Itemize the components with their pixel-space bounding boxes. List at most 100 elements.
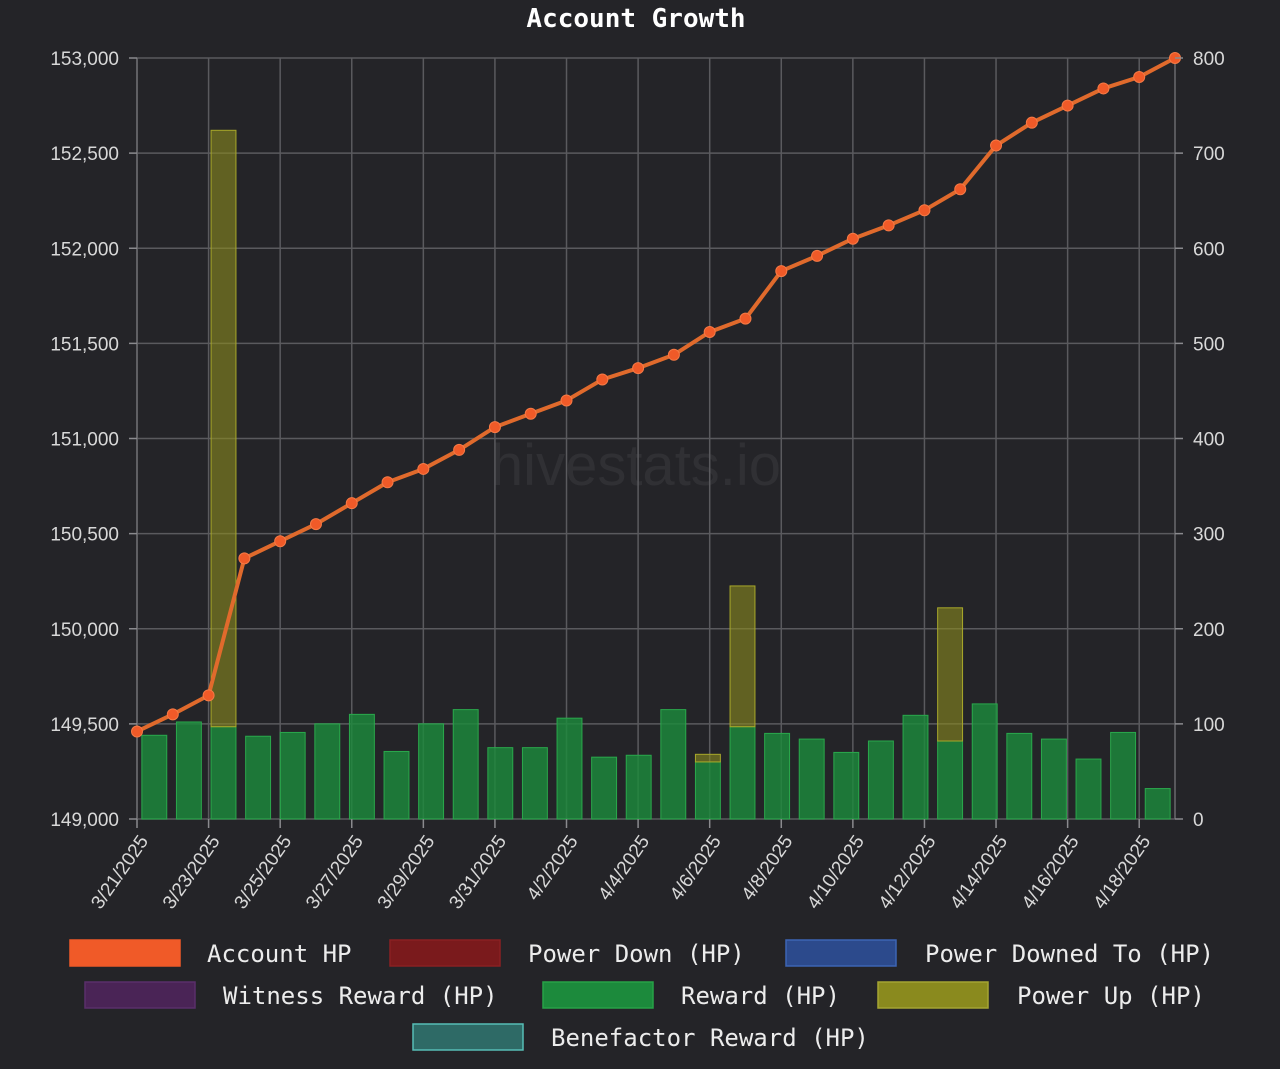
account-hp-point [238,552,251,565]
reward-bar [521,747,548,820]
reward-bar [452,709,479,820]
y-left-tick-label: 150,000 [50,620,119,641]
account-hp-point [739,312,752,325]
y-left-tick-label: 151,500 [50,334,119,355]
legend: Account HP Power Down (HP) Power Downed To… [69,939,1214,1052]
account-hp-point [1025,116,1038,129]
reward-bar [245,735,272,820]
reward-bar [867,740,894,820]
reward-bar [591,756,618,820]
x-tick-label: 4/10/2025 [803,832,869,913]
account-hp-point [954,183,967,196]
x-tick-label: 3/29/2025 [374,832,440,913]
legend-label-witness-reward-hp: Witness Reward (HP) [223,982,498,1010]
reward-bar [798,738,825,820]
account-hp-point [632,362,645,375]
account-hp-point [560,394,573,407]
x-tick-label: 3/21/2025 [87,832,153,913]
account-hp-point [381,476,394,489]
y-right-tick-label: 300 [1193,525,1225,546]
y-left-tick-label: 153,000 [50,49,119,70]
account-hp-point [990,139,1003,152]
power-up-bar [937,607,964,742]
y-left-tick-label: 152,000 [50,239,119,260]
y-left-tick-label: 149,000 [50,810,119,831]
account-hp-line [136,56,1176,734]
y-right-tick-label: 200 [1193,620,1225,641]
grid-lines [136,57,1176,820]
reward-bar [937,740,964,820]
legend-swatch-reward-hp [542,981,654,1009]
reward-bar [729,726,756,820]
x-tick-label: 4/2/2025 [523,832,583,905]
x-tick-label: 3/27/2025 [302,832,368,913]
x-tick-label: 4/14/2025 [946,832,1012,913]
account-hp-point [345,497,358,510]
account-hp-point [309,518,322,531]
y-right-tick-label: 500 [1193,334,1225,355]
account-hp-point [703,325,716,338]
reward-bar [487,747,514,820]
reward-bar [764,732,791,820]
reward-bar [1075,758,1102,820]
legend-swatch-power-down-hp [389,939,501,967]
reward-bar [348,713,375,820]
reward-bar [279,731,306,820]
account-hp-point [166,708,179,721]
account-hp-point [811,249,824,262]
reward-bar [694,761,721,820]
reward-bar [833,751,860,820]
account-hp-point [202,689,215,702]
x-tick-label: 3/23/2025 [159,832,225,913]
legend-swatch-benefactor-reward-hp [412,1023,524,1051]
reward-bar [902,714,929,820]
x-tick-label: 4/6/2025 [666,832,726,905]
y-right-tick-label: 0 [1193,810,1204,831]
legend-label-benefactor-reward-hp: Benefactor Reward (HP) [551,1024,869,1052]
y-right-tick-label: 600 [1193,239,1225,260]
y-right-tick-label: 400 [1193,430,1225,451]
account-hp-point [1097,82,1110,95]
x-tick-label: 4/18/2025 [1090,832,1156,913]
reward-bar [1110,731,1137,820]
y-right-tick-label: 800 [1193,49,1225,70]
reward-bar [418,723,445,820]
account-hp-point [524,407,537,420]
y-left-tick-label: 150,500 [50,525,119,546]
watermark-text: hivestats.io [491,433,781,498]
chart-title: Account Growth [526,4,745,34]
reward-bar [383,750,410,820]
x-tick-label: 3/31/2025 [445,832,511,913]
x-tick-label: 4/8/2025 [738,832,798,905]
reward-bar [1040,738,1067,820]
reward-bar [1144,788,1171,820]
reward-bar [660,709,687,820]
y-left-tick-label: 151,000 [50,430,119,451]
account-hp-point [918,204,931,217]
y-left-tick-label: 149,500 [50,715,119,736]
legend-swatch-account-hp [69,939,181,967]
reward-bar [971,703,998,820]
legend-label-power-down-hp: Power Down (HP) [528,940,745,968]
power-up-bar [694,753,721,763]
account-hp-point [775,265,788,278]
account-hp-point [882,219,895,232]
account-hp-point [417,462,430,475]
reward-bar [141,734,168,820]
legend-swatch-witness-reward-hp [84,981,196,1009]
account-hp-point [846,232,859,245]
reward-bar [210,726,237,820]
reward-bar [625,754,652,820]
x-tick-label: 4/16/2025 [1018,832,1084,913]
legend-label-power-downed-to-hp: Power Downed To (HP) [925,940,1214,968]
power-up-bar [729,585,756,728]
reward-bar [1006,732,1033,820]
x-tick-label: 4/4/2025 [595,832,655,905]
legend-swatch-power-downed-to-hp [785,939,897,967]
account-hp-point [453,443,466,456]
y-right-tick-label: 700 [1193,144,1225,165]
reward-bar [556,717,583,820]
y-left-tick-label: 152,500 [50,144,119,165]
